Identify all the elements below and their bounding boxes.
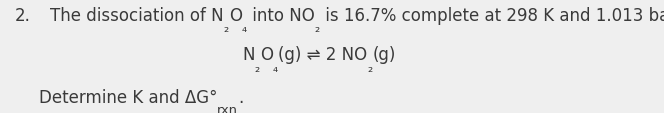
Text: The dissociation of N: The dissociation of N xyxy=(50,6,223,24)
Text: .: . xyxy=(238,88,243,106)
Text: ₂: ₂ xyxy=(315,22,320,35)
Text: ₂: ₂ xyxy=(255,61,260,74)
Text: ₂: ₂ xyxy=(367,61,373,74)
Text: rxn: rxn xyxy=(217,103,238,113)
Text: O: O xyxy=(260,46,273,64)
Text: is 16.7% complete at 298 K and 1.013 bar.: is 16.7% complete at 298 K and 1.013 bar… xyxy=(320,6,664,24)
Text: ₂: ₂ xyxy=(223,22,228,35)
Text: Determine K and ΔG°: Determine K and ΔG° xyxy=(39,88,217,106)
Text: 2.: 2. xyxy=(15,6,31,24)
Text: into NO: into NO xyxy=(247,6,315,24)
Text: ₄: ₄ xyxy=(242,22,247,35)
Text: (g): (g) xyxy=(373,46,396,64)
Text: O: O xyxy=(228,6,242,24)
Text: ₄: ₄ xyxy=(273,61,278,74)
Text: N: N xyxy=(242,46,255,64)
Text: (g) ⇌ 2 NO: (g) ⇌ 2 NO xyxy=(278,46,367,64)
